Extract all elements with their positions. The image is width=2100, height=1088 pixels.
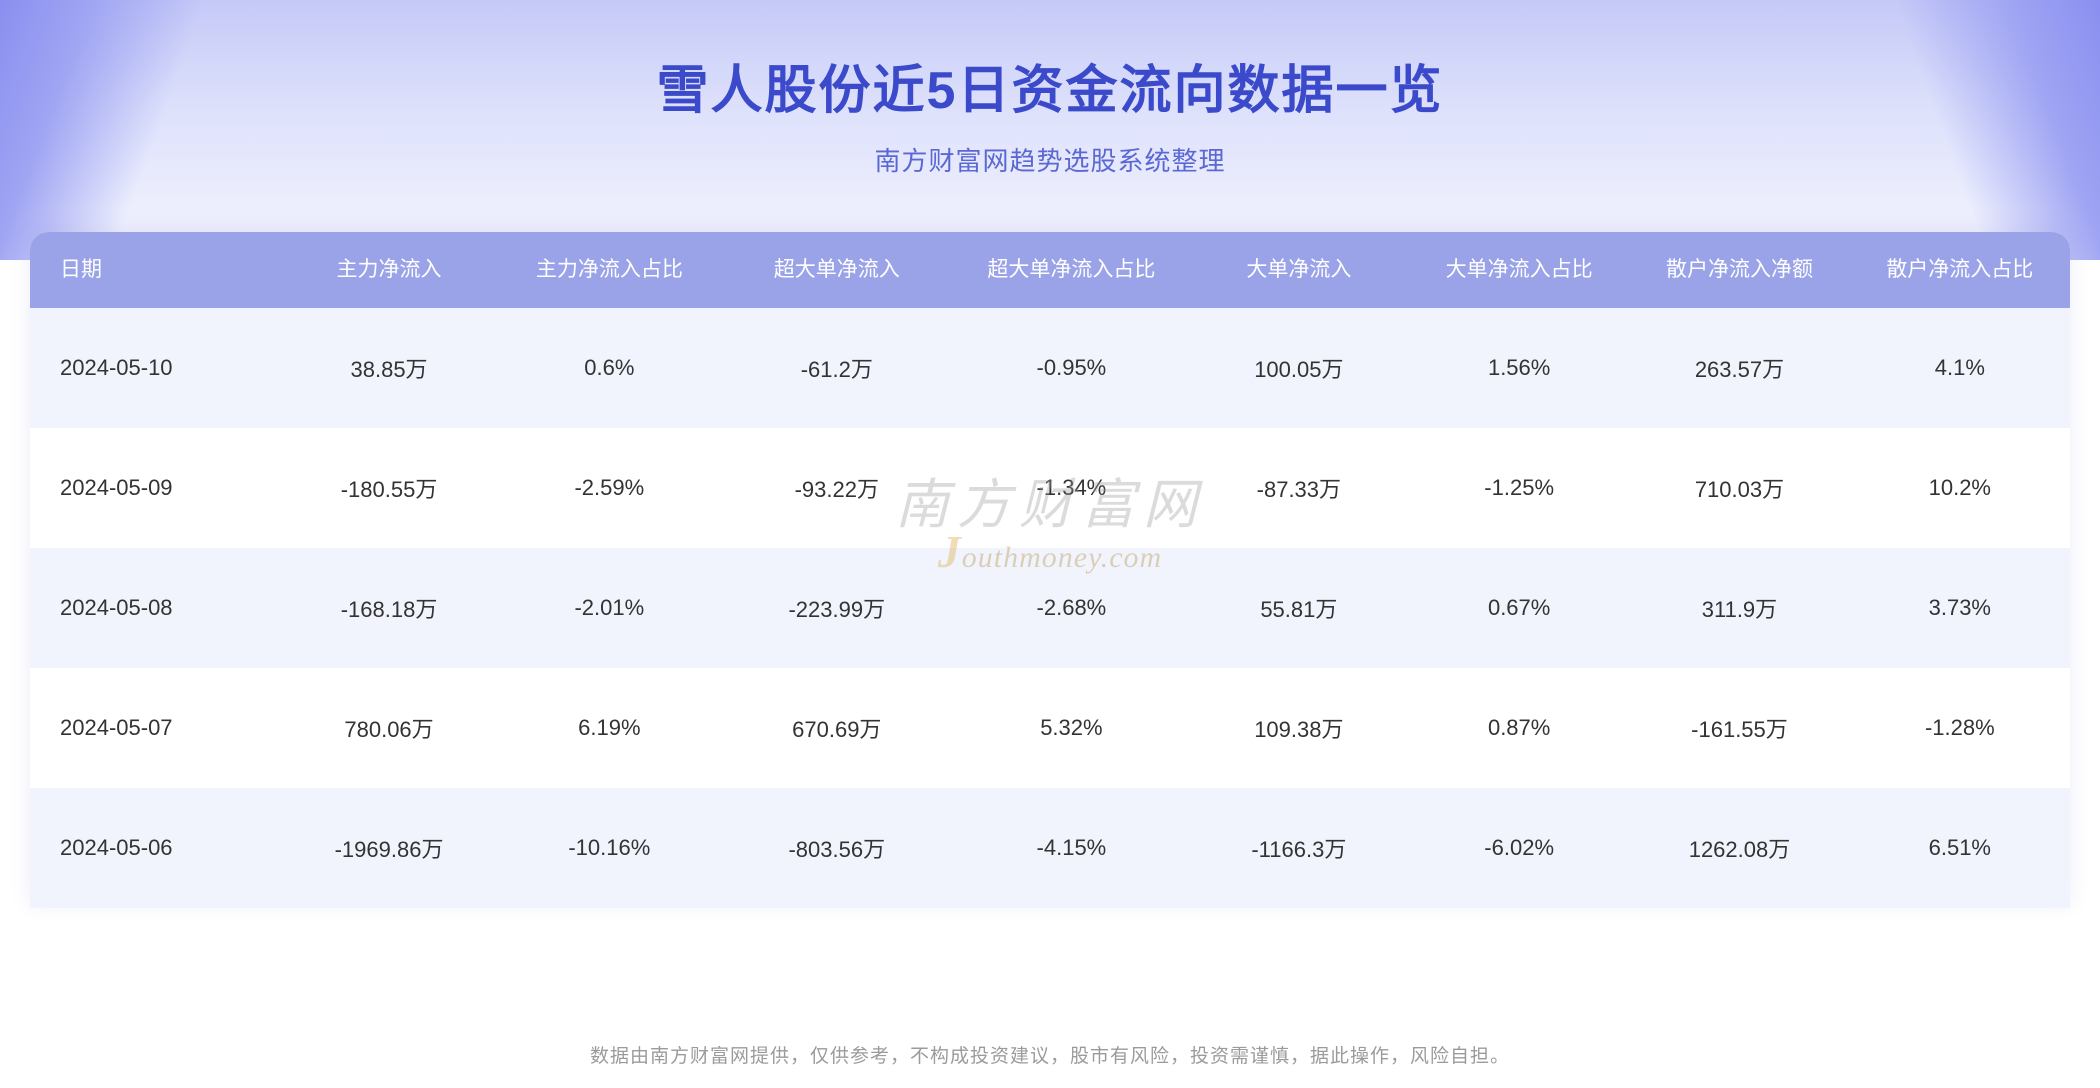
fund-flow-table: 日期 主力净流入 主力净流入占比 超大单净流入 超大单净流入占比 大单净流入 大… — [30, 232, 2070, 908]
cell-value: -93.22万 — [720, 428, 955, 548]
cell-value: 0.67% — [1409, 548, 1629, 668]
disclaimer: 数据由南方财富网提供，仅供参考，不构成投资建议，股市有风险，投资需谨慎，据此操作… — [0, 1041, 2100, 1068]
cell-value: -87.33万 — [1189, 428, 1409, 548]
col-large-net-pct: 大单净流入占比 — [1409, 232, 1629, 308]
table-row: 2024-05-10 38.85万 0.6% -61.2万 -0.95% 100… — [30, 308, 2070, 428]
cell-value: 263.57万 — [1629, 308, 1849, 428]
cell-value: 6.51% — [1850, 788, 2070, 908]
header: 雪人股份近5日资金流向数据一览 南方财富网趋势选股系统整理 — [0, 0, 2100, 178]
cell-value: 0.87% — [1409, 668, 1629, 788]
col-date: 日期 — [30, 232, 279, 308]
table-row: 2024-05-09 -180.55万 -2.59% -93.22万 -1.34… — [30, 428, 2070, 548]
cell-date: 2024-05-10 — [30, 308, 279, 428]
col-retail-net: 散户净流入净额 — [1629, 232, 1849, 308]
cell-value: -2.59% — [499, 428, 719, 548]
cell-value: -2.01% — [499, 548, 719, 668]
cell-date: 2024-05-09 — [30, 428, 279, 548]
col-large-net: 大单净流入 — [1189, 232, 1409, 308]
cell-value: 1.56% — [1409, 308, 1629, 428]
cell-value: 710.03万 — [1629, 428, 1849, 548]
cell-value: -1166.3万 — [1189, 788, 1409, 908]
cell-value: 10.2% — [1850, 428, 2070, 548]
page-subtitle: 南方财富网趋势选股系统整理 — [0, 141, 2100, 178]
page-title: 雪人股份近5日资金流向数据一览 — [0, 48, 2100, 123]
cell-value: -6.02% — [1409, 788, 1629, 908]
table-row: 2024-05-07 780.06万 6.19% 670.69万 5.32% 1… — [30, 668, 2070, 788]
col-main-net: 主力净流入 — [279, 232, 499, 308]
cell-value: -180.55万 — [279, 428, 499, 548]
cell-date: 2024-05-07 — [30, 668, 279, 788]
cell-value: 670.69万 — [720, 668, 955, 788]
table-card: 日期 主力净流入 主力净流入占比 超大单净流入 超大单净流入占比 大单净流入 大… — [30, 232, 2070, 908]
cell-value: 100.05万 — [1189, 308, 1409, 428]
col-xlarge-net: 超大单净流入 — [720, 232, 955, 308]
col-main-net-pct: 主力净流入占比 — [499, 232, 719, 308]
cell-value: -10.16% — [499, 788, 719, 908]
cell-value: 3.73% — [1850, 548, 2070, 668]
cell-value: -1.34% — [954, 428, 1189, 548]
table-body: 2024-05-10 38.85万 0.6% -61.2万 -0.95% 100… — [30, 308, 2070, 908]
cell-value: 0.6% — [499, 308, 719, 428]
cell-value: -4.15% — [954, 788, 1189, 908]
cell-value: -1.25% — [1409, 428, 1629, 548]
cell-value: -223.99万 — [720, 548, 955, 668]
cell-value: 4.1% — [1850, 308, 2070, 428]
cell-date: 2024-05-06 — [30, 788, 279, 908]
cell-value: 109.38万 — [1189, 668, 1409, 788]
cell-value: 55.81万 — [1189, 548, 1409, 668]
cell-value: -61.2万 — [720, 308, 955, 428]
cell-value: -803.56万 — [720, 788, 955, 908]
cell-value: 311.9万 — [1629, 548, 1849, 668]
cell-value: 5.32% — [954, 668, 1189, 788]
col-xlarge-net-pct: 超大单净流入占比 — [954, 232, 1189, 308]
col-retail-net-pct: 散户净流入占比 — [1850, 232, 2070, 308]
cell-value: -161.55万 — [1629, 668, 1849, 788]
cell-value: -2.68% — [954, 548, 1189, 668]
cell-value: 1262.08万 — [1629, 788, 1849, 908]
page-wrapper: 雪人股份近5日资金流向数据一览 南方财富网趋势选股系统整理 日期 主力净流入 主… — [0, 0, 2100, 1088]
cell-value: -1969.86万 — [279, 788, 499, 908]
table-header: 日期 主力净流入 主力净流入占比 超大单净流入 超大单净流入占比 大单净流入 大… — [30, 232, 2070, 308]
cell-value: 6.19% — [499, 668, 719, 788]
cell-value: -168.18万 — [279, 548, 499, 668]
cell-date: 2024-05-08 — [30, 548, 279, 668]
table-row: 2024-05-08 -168.18万 -2.01% -223.99万 -2.6… — [30, 548, 2070, 668]
table-header-row: 日期 主力净流入 主力净流入占比 超大单净流入 超大单净流入占比 大单净流入 大… — [30, 232, 2070, 308]
cell-value: -1.28% — [1850, 668, 2070, 788]
table-row: 2024-05-06 -1969.86万 -10.16% -803.56万 -4… — [30, 788, 2070, 908]
cell-value: -0.95% — [954, 308, 1189, 428]
cell-value: 780.06万 — [279, 668, 499, 788]
cell-value: 38.85万 — [279, 308, 499, 428]
